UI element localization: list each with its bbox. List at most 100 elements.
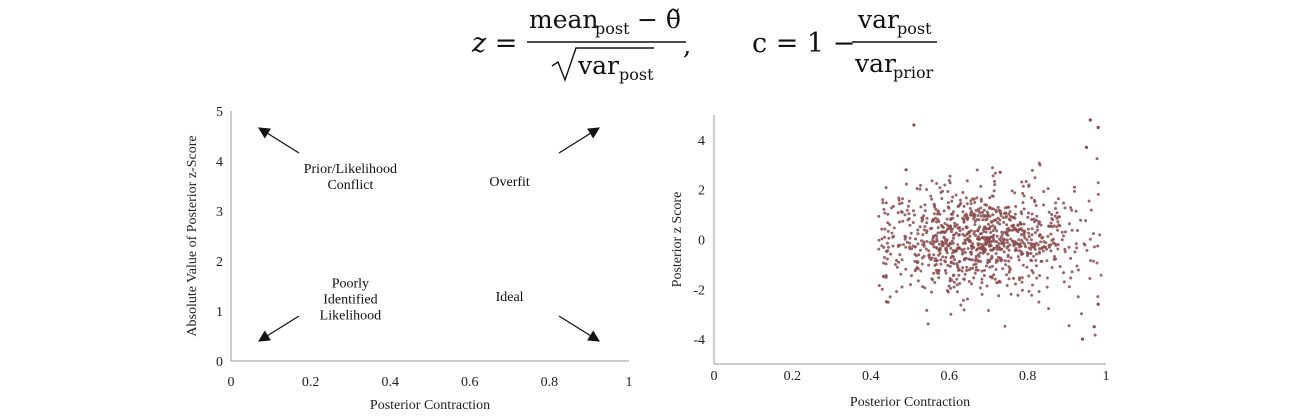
scatter-point (947, 178, 951, 182)
scatter-point (951, 210, 955, 214)
scatter-point (985, 217, 989, 221)
scatter-point (972, 197, 976, 201)
scatter-point (939, 258, 943, 262)
scatter-point (937, 269, 941, 273)
scatter-point (1000, 258, 1004, 262)
scatter-point (895, 265, 899, 269)
scatter-point (916, 232, 920, 236)
scatter-point (909, 231, 913, 235)
scatter-point (1096, 192, 1100, 196)
scatter-point (994, 252, 998, 256)
scatter-point (979, 206, 983, 210)
left-y-axis-label: Absolute Value of Posterior z-Score (185, 135, 200, 336)
left-y-tick-label: 5 (216, 105, 223, 120)
scatter-point (977, 218, 981, 222)
scatter-point (1088, 118, 1092, 122)
scatter-point (988, 265, 992, 269)
scatter-point (1012, 276, 1015, 280)
scatter-point (893, 263, 897, 266)
scatter-point (922, 244, 926, 248)
scatter-point (930, 226, 934, 230)
scatter-point (895, 290, 899, 294)
scatter-point (961, 210, 965, 214)
scatter-point (1021, 263, 1025, 267)
scatter-point (966, 236, 970, 240)
right-x-tick-label: 0.4 (862, 369, 880, 384)
scatter-point (1021, 201, 1025, 205)
c-numerator-sub: post (897, 19, 932, 38)
scatter-point (989, 248, 993, 252)
scatter-point (1085, 248, 1089, 252)
scatter-point (1070, 228, 1074, 232)
scatter-point (993, 218, 997, 222)
scatter-point (905, 208, 909, 212)
scatter-point (913, 245, 917, 249)
scatter-point (1056, 220, 1060, 224)
scatter-point (974, 268, 978, 272)
scatter-point (1001, 267, 1005, 271)
scatter-point (1030, 168, 1034, 172)
scatter-point (1075, 246, 1079, 250)
scatter-point (1027, 274, 1031, 278)
scatter-point (1050, 238, 1054, 242)
scatter-point (935, 182, 939, 185)
scatter-point (981, 244, 985, 248)
scatter-point (877, 238, 881, 242)
scatter-point (942, 209, 946, 213)
scatter-point (1041, 245, 1044, 249)
scatter-point (880, 237, 884, 241)
scatter-point (902, 243, 905, 247)
scatter-point (1029, 252, 1033, 255)
scatter-point (1003, 206, 1007, 210)
scatter-point (1073, 250, 1077, 254)
scatter-point (1017, 227, 1021, 231)
scatter-point (990, 264, 994, 268)
scatter-point (949, 286, 953, 290)
scatter-point (899, 272, 903, 276)
scatter-point (1025, 265, 1029, 269)
scatter-point (962, 308, 966, 312)
scatter-point (884, 201, 888, 205)
scatter-point (949, 246, 953, 250)
scatter-point (942, 236, 946, 240)
scatter-point (998, 170, 1002, 174)
scatter-point (945, 251, 949, 255)
scatter-point (972, 217, 976, 221)
scatter-point (1029, 258, 1033, 262)
z-numerator-minus: − θ̃ (637, 5, 681, 34)
scatter-point (996, 280, 1000, 284)
scatter-point (949, 261, 953, 265)
scatter-point (951, 255, 955, 259)
scatter-point (1052, 224, 1056, 228)
scatter-point (962, 298, 965, 302)
scatter-point (1049, 221, 1053, 225)
scatter-point (1087, 199, 1091, 203)
region-arrow (258, 127, 300, 154)
scatter-point (911, 244, 915, 248)
scatter-point (1049, 232, 1053, 236)
scatter-point (980, 269, 984, 273)
scatter-point (1089, 208, 1093, 212)
left-x-axis-label: Posterior Contraction (370, 398, 490, 413)
scatter-point (1033, 176, 1037, 180)
z-formula: z = mean post − θ̃ var post , (471, 5, 691, 84)
scatter-point (955, 290, 959, 294)
right-y-axis-label: Posterior z Score (670, 192, 685, 288)
scatter-point (959, 201, 963, 205)
scatter-point (996, 216, 1000, 220)
scatter-point (945, 217, 949, 221)
scatter-point (930, 242, 933, 246)
scatter-point (1047, 210, 1051, 214)
c-lhs: c = 1 − (752, 28, 855, 59)
scatter-point (1045, 276, 1049, 280)
scatter-point (970, 282, 973, 286)
scatter-point (1080, 337, 1085, 341)
scatter-point (1009, 292, 1013, 296)
scatter-point (973, 220, 977, 223)
scatter-point (1011, 239, 1015, 243)
scatter-point (965, 232, 969, 236)
scatter-point (1027, 289, 1031, 293)
scatter-point (932, 271, 936, 275)
scatter-point (1076, 268, 1080, 272)
scatter-point (925, 216, 929, 220)
